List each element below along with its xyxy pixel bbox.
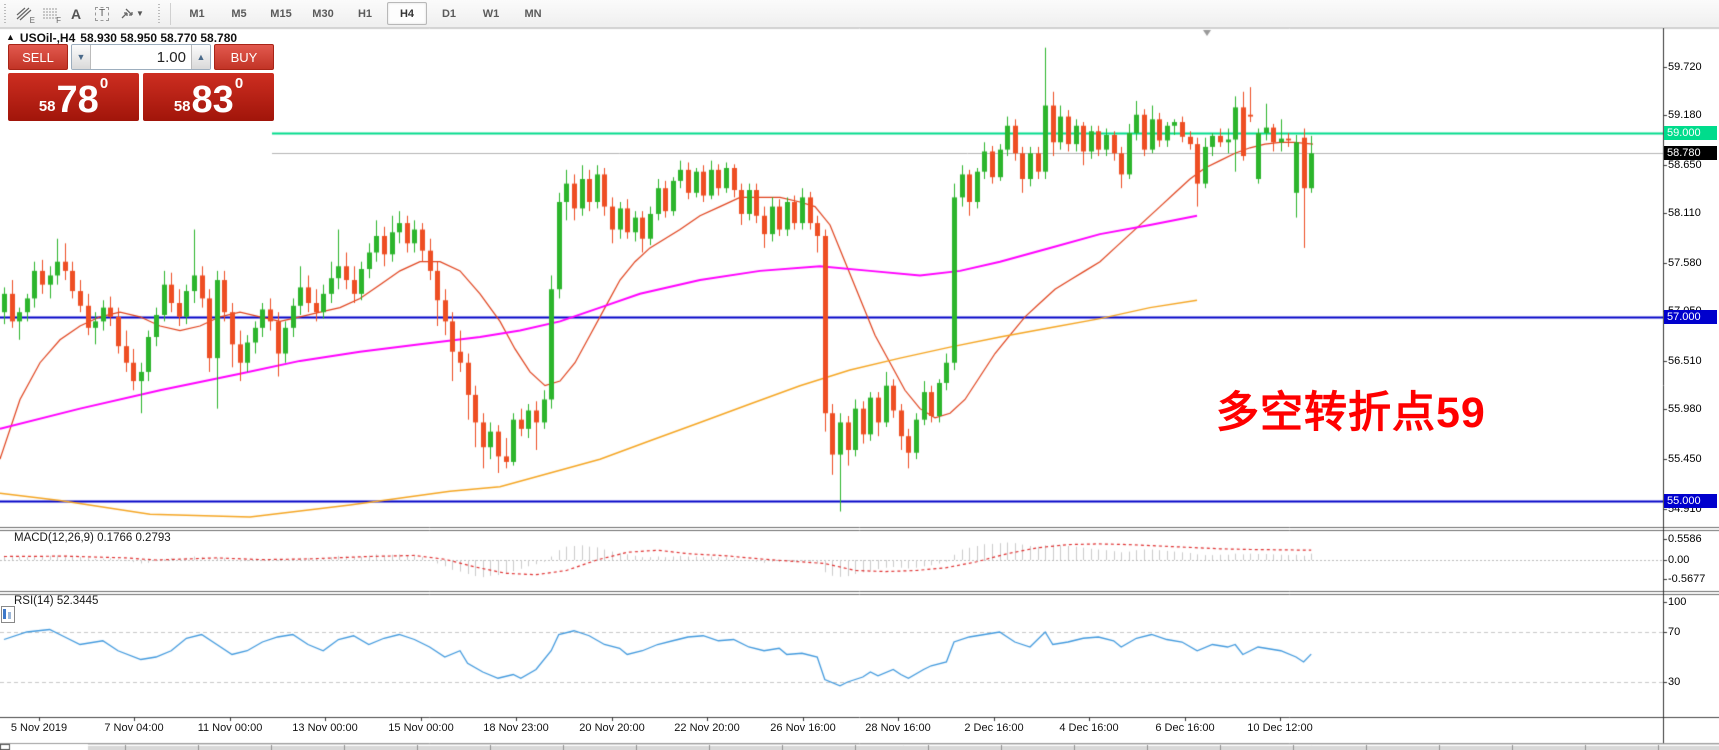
- time-axis-label: 13 Nov 00:00: [292, 722, 358, 734]
- time-axis-label: 22 Nov 20:00: [674, 722, 740, 734]
- ohlc-values: 58.930 58.950 58.770 58.780: [80, 31, 238, 45]
- rsi-tick-label: 70: [1668, 626, 1681, 638]
- buy-button[interactable]: BUY: [214, 44, 274, 70]
- time-axis-label: 2 Dec 16:00: [964, 722, 1024, 734]
- text-box-icon[interactable]: T: [89, 2, 115, 25]
- macd-label: MACD(12,26,9) 0.1766 0.2793: [14, 532, 171, 544]
- time-axis-label: 15 Nov 00:00: [388, 722, 454, 734]
- timeframe-button-M30[interactable]: M30: [312, 7, 334, 20]
- volume-decrease-button[interactable]: ▼: [72, 45, 91, 69]
- price-badge-55.000: 55.000: [1664, 494, 1717, 508]
- equidistant-channel-icon[interactable]: E: [11, 2, 37, 25]
- time-axis-label: 26 Nov 16:00: [770, 722, 836, 734]
- time-axis-label: 7 Nov 04:00: [104, 722, 164, 734]
- price-badge-57.000: 57.000: [1664, 310, 1717, 324]
- arrows-tool-icon[interactable]: ▼: [115, 2, 149, 25]
- volume-increase-button[interactable]: ▲: [191, 45, 210, 69]
- price-badge-59.000: 59.000: [1664, 126, 1717, 140]
- buy-price-tile[interactable]: 58 83 0: [143, 73, 274, 121]
- macd-tick-label: 0.5586: [1668, 533, 1702, 545]
- collapse-arrow-icon[interactable]: ▲: [6, 32, 15, 42]
- timeframe-button-W1[interactable]: W1: [482, 7, 500, 20]
- time-axis-label: 20 Nov 20:00: [579, 722, 645, 734]
- toolbar-grip[interactable]: [3, 3, 8, 24]
- symbol-period-label: USOil-,H4: [19, 31, 76, 45]
- macd-tick-label: 0.00: [1668, 554, 1690, 566]
- price-tick-label: 55.980: [1668, 403, 1702, 415]
- price-tick-label: 57.580: [1668, 257, 1702, 269]
- toolbar-grip-2[interactable]: [157, 3, 162, 24]
- sell-price-tile[interactable]: 58 78 0: [8, 73, 139, 121]
- chart-text-annotation[interactable]: 多空转折点59: [1216, 389, 1486, 437]
- time-axis-label: 28 Nov 16:00: [865, 722, 931, 734]
- price-tick-label: 55.450: [1668, 453, 1702, 465]
- timeframe-button-M1[interactable]: M1: [189, 7, 205, 20]
- volume-input[interactable]: [91, 45, 191, 69]
- timeframe-button-MN[interactable]: MN: [524, 7, 542, 20]
- rsi-tick-label: 30: [1668, 676, 1681, 688]
- rsi-label: RSI(14) 52.3445: [14, 595, 99, 607]
- macd-tick-label: -0.5677: [1668, 573, 1706, 585]
- timeframe-button-H1[interactable]: H1: [357, 7, 373, 20]
- time-axis-label: 6 Dec 16:00: [1155, 722, 1215, 734]
- sell-button[interactable]: SELL: [8, 44, 68, 70]
- price-tick-label: 56.510: [1668, 355, 1702, 367]
- indicator-window-icon[interactable]: [1, 606, 15, 623]
- text-label-icon[interactable]: A: [70, 5, 82, 22]
- price-badge-58.780: 58.780: [1664, 146, 1717, 160]
- price-tick-label: 58.110: [1668, 207, 1701, 219]
- timeframe-button-H4[interactable]: H4: [387, 2, 427, 25]
- price-tick-label: 59.180: [1668, 109, 1702, 121]
- timeframe-button-M5[interactable]: M5: [231, 7, 247, 20]
- timeframe-button-D1[interactable]: D1: [441, 7, 457, 20]
- timeframe-button-M15[interactable]: M15: [270, 7, 292, 20]
- toolbar: E F A T ▼ M1 M5 M15 M30 H1 H4 D1 W1 MN: [0, 0, 1719, 28]
- price-tick-label: 59.720: [1668, 61, 1702, 73]
- price-tick-label: 58.650: [1668, 159, 1702, 171]
- rsi-tick-label: 100: [1668, 596, 1687, 608]
- time-axis-label: 18 Nov 23:00: [483, 722, 549, 734]
- quote-header: ▲ USOil-,H4 58.930 58.950 58.770 58.780: [6, 31, 237, 45]
- time-axis-label: 11 Nov 00:00: [197, 722, 263, 734]
- toolbar-separator: [170, 2, 171, 25]
- fibonacci-retracement-icon[interactable]: F: [37, 2, 63, 25]
- time-axis-label: 4 Dec 16:00: [1059, 722, 1119, 734]
- time-axis-label: 5 Nov 2019: [10, 722, 68, 734]
- time-axis-label: 10 Dec 12:00: [1247, 722, 1313, 734]
- one-click-trading-panel: SELL ▼ ▲ BUY 58 78 0 58 83 0: [8, 44, 274, 121]
